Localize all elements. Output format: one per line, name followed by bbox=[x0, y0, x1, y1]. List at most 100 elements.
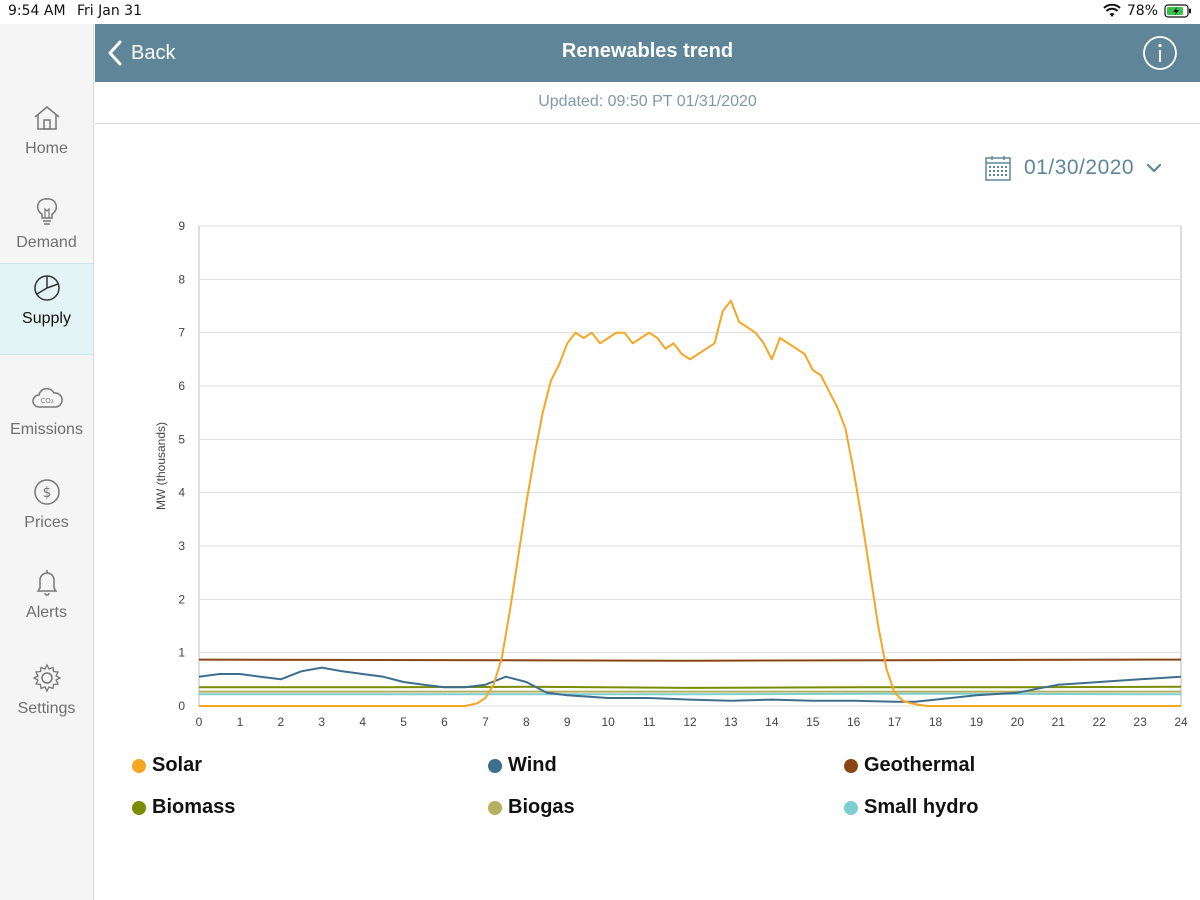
x-tick-label: 15 bbox=[806, 715, 820, 729]
x-axis-ticks: 0 1 2 3 4 5 6 7 8 9 10 11 12 13 14 15 16 17 18 19 20 21 22 23 24 bbox=[196, 715, 1188, 729]
top-header: Back Renewables trend bbox=[95, 24, 1200, 82]
legend-dot bbox=[844, 800, 858, 815]
battery-icon bbox=[1164, 4, 1191, 18]
x-tick-label: 3 bbox=[318, 715, 325, 729]
y-axis-ticks: 0 1 2 3 4 5 6 7 8 9 bbox=[178, 219, 185, 713]
legend-dot bbox=[132, 758, 146, 773]
x-tick-label: 7 bbox=[482, 715, 489, 729]
x-tick-label: 8 bbox=[523, 715, 530, 729]
x-tick-label: 19 bbox=[970, 715, 984, 729]
wifi-icon bbox=[1103, 4, 1121, 17]
x-tick-label: 23 bbox=[1133, 715, 1147, 729]
updated-timestamp: Updated: 09:50 PT 01/31/2020 bbox=[538, 93, 757, 110]
x-tick-label: 9 bbox=[564, 715, 571, 729]
series-line-biomass bbox=[199, 685, 1182, 689]
y-tick-label: 1 bbox=[178, 646, 185, 660]
y-tick-label: 9 bbox=[178, 219, 185, 233]
x-tick-label: 11 bbox=[643, 715, 656, 729]
legend-dot bbox=[844, 758, 858, 773]
bell-icon bbox=[36, 570, 58, 596]
chevron-down-icon bbox=[1147, 163, 1162, 173]
svg-text:CO₂: CO₂ bbox=[40, 397, 53, 405]
legend-dot bbox=[132, 800, 146, 815]
chart-legend: Solar Wind Geothermal Biomass Biogas Sma… bbox=[95, 748, 1200, 828]
calendar-icon bbox=[985, 156, 1011, 181]
x-tick-label: 18 bbox=[929, 715, 943, 729]
sidebar-nav: Home Demand Supply CO₂ Emissions $ Pri bbox=[0, 24, 94, 900]
sidebar-item-demand[interactable]: Demand bbox=[0, 188, 93, 280]
date-picker[interactable]: 01/30/2020 bbox=[984, 152, 1162, 184]
sidebar-item-prices[interactable]: $ Prices bbox=[0, 468, 93, 560]
y-tick-label: 8 bbox=[178, 272, 185, 286]
legend-label: Wind bbox=[508, 754, 557, 776]
legend-label: Biogas bbox=[508, 796, 575, 818]
x-tick-label: 17 bbox=[888, 715, 902, 729]
svg-text:$: $ bbox=[43, 485, 52, 501]
status-bar: 9:54 AM Fri Jan 31 78% bbox=[0, 0, 1200, 24]
x-tick-label: 4 bbox=[359, 715, 366, 729]
home-icon bbox=[34, 106, 60, 130]
chart-grid bbox=[198, 225, 1182, 707]
x-tick-label: 20 bbox=[1011, 715, 1025, 729]
sidebar-item-label: Demand bbox=[16, 234, 77, 251]
sidebar-item-label: Home bbox=[25, 140, 68, 157]
sidebar-item-alerts[interactable]: Alerts bbox=[0, 558, 93, 650]
y-tick-label: 3 bbox=[178, 539, 185, 553]
legend-item-small-hydro[interactable]: Small hydro bbox=[844, 796, 978, 819]
sidebar-item-label: Settings bbox=[17, 700, 76, 717]
y-tick-label: 0 bbox=[178, 699, 185, 713]
battery-percent: 78% bbox=[1126, 3, 1158, 19]
x-tick-label: 24 bbox=[1174, 715, 1188, 729]
status-indicators: 78% bbox=[1103, 3, 1192, 19]
x-tick-label: 2 bbox=[277, 715, 284, 729]
updated-bar: Updated: 09:50 PT 01/31/2020 bbox=[95, 82, 1200, 124]
sidebar-item-label: Supply bbox=[22, 310, 71, 327]
x-tick-label: 6 bbox=[441, 715, 448, 729]
series-line-solar bbox=[199, 299, 1181, 707]
dollar-icon: $ bbox=[34, 479, 60, 505]
y-tick-label: 4 bbox=[178, 486, 185, 500]
sidebar-item-supply[interactable]: Supply bbox=[0, 263, 93, 355]
x-tick-label: 22 bbox=[1092, 715, 1106, 729]
legend-dot bbox=[488, 800, 502, 815]
y-axis-label: MW (thousands) bbox=[154, 422, 168, 510]
y-tick-label: 5 bbox=[178, 432, 185, 446]
legend-item-wind[interactable]: Wind bbox=[488, 754, 557, 777]
sidebar-item-label: Emissions bbox=[10, 421, 83, 438]
sidebar-item-emissions[interactable]: CO₂ Emissions bbox=[0, 375, 93, 467]
legend-item-biomass[interactable]: Biomass bbox=[132, 796, 235, 819]
pie-chart-icon bbox=[34, 275, 60, 301]
x-tick-label: 13 bbox=[724, 715, 738, 729]
lightbulb-icon bbox=[36, 198, 58, 225]
legend-label: Small hydro bbox=[864, 796, 979, 818]
x-tick-label: 14 bbox=[765, 715, 779, 729]
x-tick-label: 21 bbox=[1052, 715, 1066, 729]
sidebar-item-label: Alerts bbox=[26, 604, 67, 621]
legend-label: Geothermal bbox=[864, 754, 976, 776]
page-title: Renewables trend bbox=[561, 40, 734, 62]
series-line-geothermal bbox=[198, 658, 1182, 662]
legend-item-biogas[interactable]: Biogas bbox=[488, 796, 575, 819]
sidebar-item-label: Prices bbox=[24, 514, 69, 531]
x-tick-label: 0 bbox=[196, 715, 203, 729]
chart-series bbox=[198, 299, 1182, 707]
legend-item-solar[interactable]: Solar bbox=[132, 754, 202, 777]
y-tick-label: 6 bbox=[178, 379, 185, 393]
x-tick-label: 12 bbox=[683, 715, 697, 729]
y-tick-label: 2 bbox=[178, 592, 185, 606]
co2-cloud-icon: CO₂ bbox=[32, 387, 63, 408]
legend-item-geothermal[interactable]: Geothermal bbox=[844, 754, 975, 777]
sidebar-item-home[interactable]: Home bbox=[0, 94, 93, 186]
selected-date: 01/30/2020 bbox=[1024, 156, 1135, 179]
legend-label: Solar bbox=[152, 754, 203, 776]
status-date: Fri Jan 31 bbox=[77, 3, 142, 19]
info-icon[interactable] bbox=[1142, 35, 1178, 71]
x-tick-label: 1 bbox=[237, 715, 244, 729]
gear-icon bbox=[32, 663, 62, 693]
x-tick-label: 16 bbox=[847, 715, 861, 729]
back-button[interactable]: Back bbox=[107, 38, 175, 68]
x-tick-label: 10 bbox=[601, 715, 615, 729]
sidebar-item-settings[interactable]: Settings bbox=[0, 654, 93, 746]
plot-area bbox=[198, 225, 1182, 707]
